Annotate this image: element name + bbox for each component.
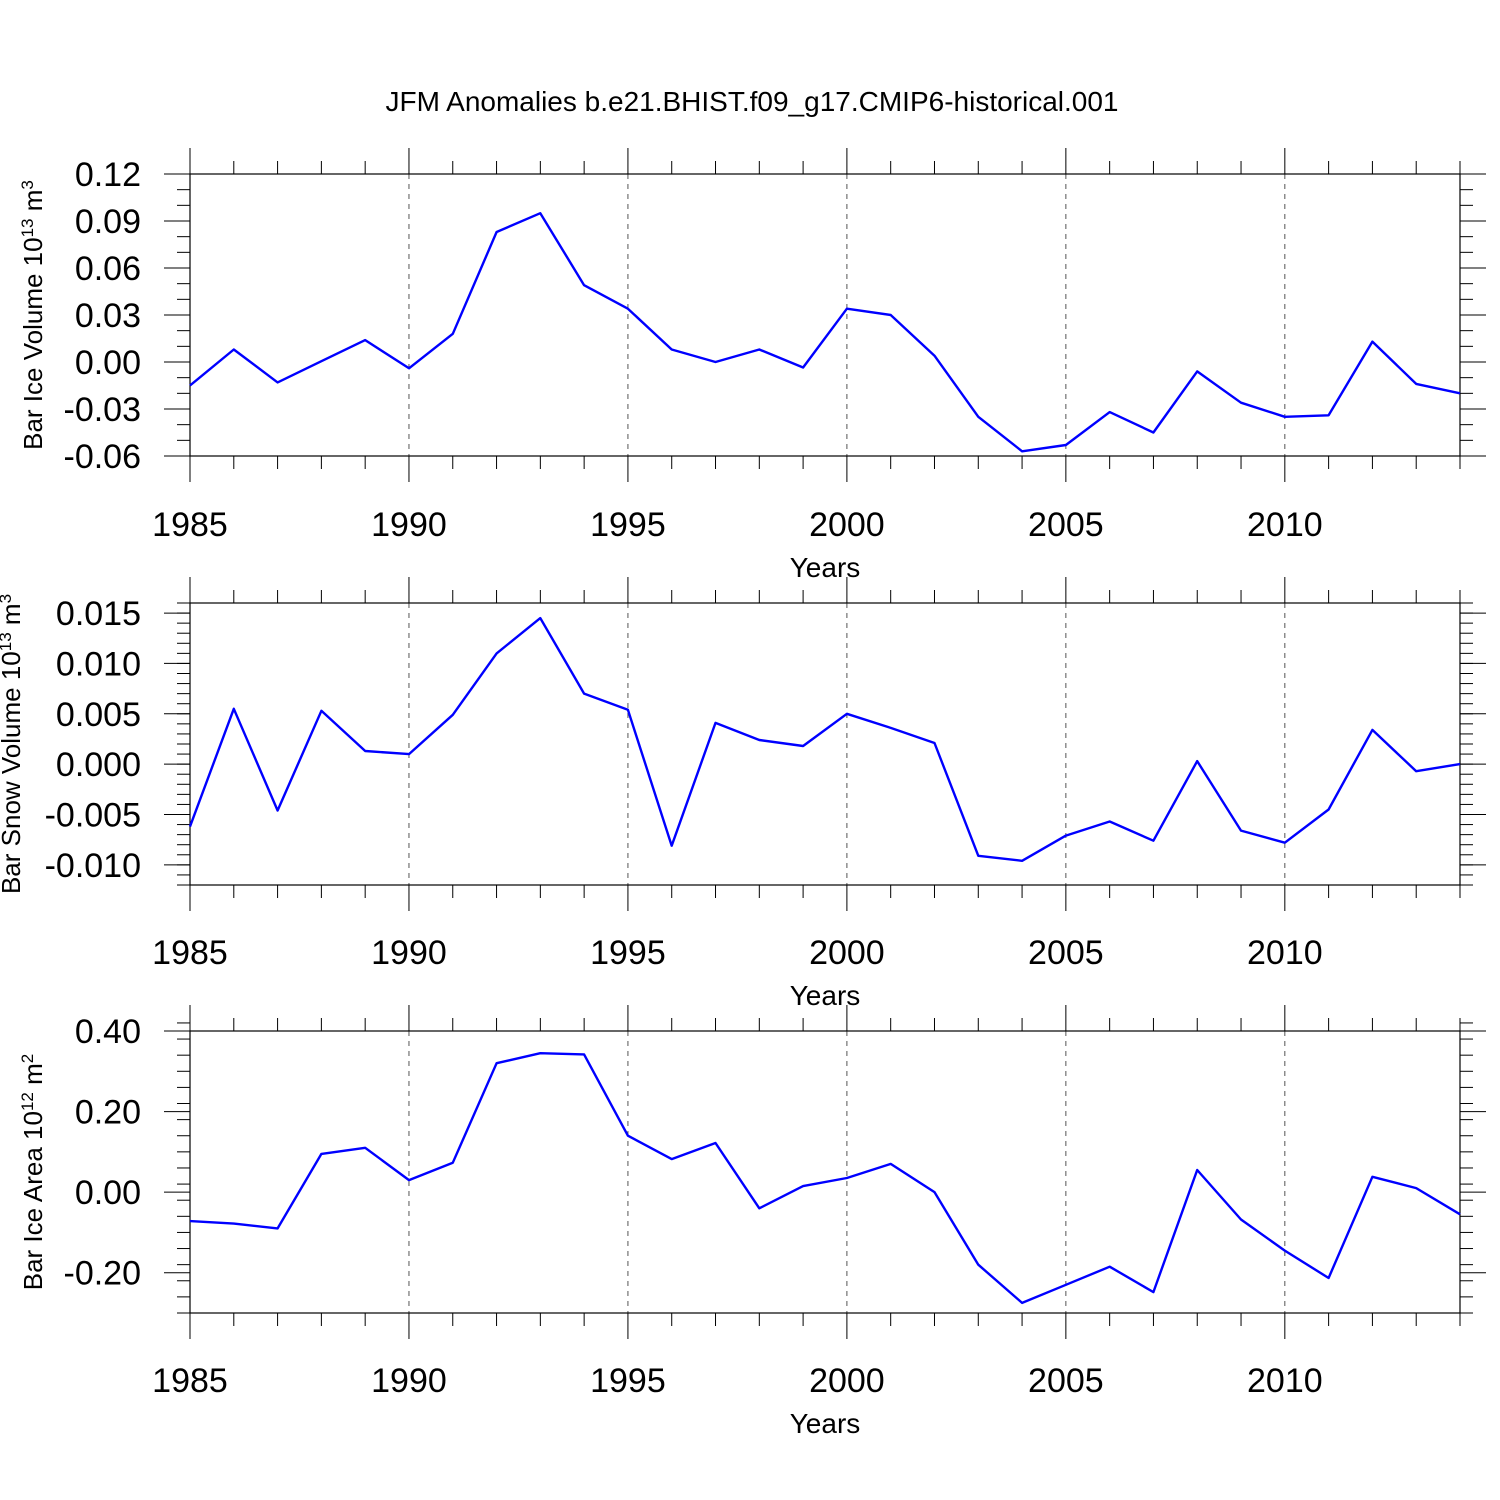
x-tick-label: 2010 [1247,1362,1323,1400]
y-tick-label: 0.00 [75,344,141,382]
y-tick-label: 0.00 [75,1174,141,1212]
plot-frame [189,602,1461,886]
y-tick-label: 0.010 [56,645,141,683]
y-axis-title-superscript: 3 [0,594,15,603]
x-tick-label: 2010 [1247,934,1323,972]
x-tick-label: 2000 [809,506,885,544]
y-tick-label: -0.005 [45,797,141,835]
x-axis-title: Years [790,980,861,1011]
y-axis-title-superscript: 3 [18,180,37,189]
plot-frame [189,1030,1461,1314]
y-axis-title-superscript: 2 [18,1054,37,1063]
y-tick-label: -0.06 [64,438,142,476]
y-axis-title-part: Bar Ice Volume 10 [18,237,48,449]
y-axis-title-superscript: 13 [18,218,37,237]
y-tick-label: -0.03 [64,391,142,429]
plot-frame [189,173,1461,457]
y-axis-title: Bar Ice Area 1012 m2 [18,1054,49,1291]
series-line-ice-volume [189,211,1461,453]
x-tick-label: 1990 [371,1362,447,1400]
panel-snow-volume: 1985 1990 1995 2000 2005 2010 Years -0.010 -0.00… [0,577,1486,1011]
y-tick-label: -0.20 [64,1255,142,1293]
x-tick-label: 1995 [590,506,666,544]
y-tick-label: 0.06 [75,250,141,288]
x-tick-label: 1985 [152,506,228,544]
x-tick-label: 2005 [1028,506,1104,544]
y-axis-title: Bar Snow Volume 1013 m3 [0,594,26,894]
x-tick-label: 1995 [590,934,666,972]
series-line-ice-area [189,1051,1461,1305]
x-tick-label: 1990 [371,934,447,972]
y-tick-label: 0.03 [75,297,141,335]
y-tick-label: 0.09 [75,203,141,241]
x-tick-label: 1985 [152,1362,228,1400]
y-tick-label: 0.12 [75,156,141,194]
y-axis-title-superscript: 13 [0,632,15,651]
x-tick-label: 2000 [809,934,885,972]
y-axis-title-part: m [0,603,26,632]
y-tick-label: 0.40 [75,1013,141,1051]
y-axis-title-part: Bar Snow Volume 10 [0,651,26,894]
panel-ice-volume: 1985 1990 1995 2000 2005 2010 Years -0.06 -0.03 0… [18,148,1486,583]
y-tick-label: 0.000 [56,746,141,784]
y-tick-label: 0.015 [56,595,141,633]
x-tick-label: 2005 [1028,934,1104,972]
x-tick-label: 1995 [590,1362,666,1400]
y-axis-title-part: m [18,1063,48,1092]
x-axis-title: Years [790,1408,861,1439]
y-axis-title-part: m [18,190,48,219]
figure-title: JFM Anomalies b.e21.BHIST.f09_g17.CMIP6-… [385,86,1118,117]
panel-ice-area: 1985 1990 1995 2000 2005 2010 Years -0.20 0.00 0.… [18,1005,1486,1439]
x-tick-label: 2005 [1028,1362,1104,1400]
y-axis-title-part: Bar Ice Area 10 [18,1111,48,1290]
y-axis-title: Bar Ice Volume 1013 m3 [18,180,49,450]
x-axis-title: Years [790,552,861,583]
x-tick-label: 2000 [809,1362,885,1400]
y-tick-label: 0.005 [56,696,141,734]
y-axis-title-superscript: 12 [18,1092,37,1111]
y-tick-label: -0.010 [45,847,141,885]
x-tick-label: 2010 [1247,506,1323,544]
y-tick-label: 0.20 [75,1094,141,1132]
x-tick-label: 1985 [152,934,228,972]
series-line-snow-volume [188,616,1461,862]
x-tick-label: 1990 [371,506,447,544]
